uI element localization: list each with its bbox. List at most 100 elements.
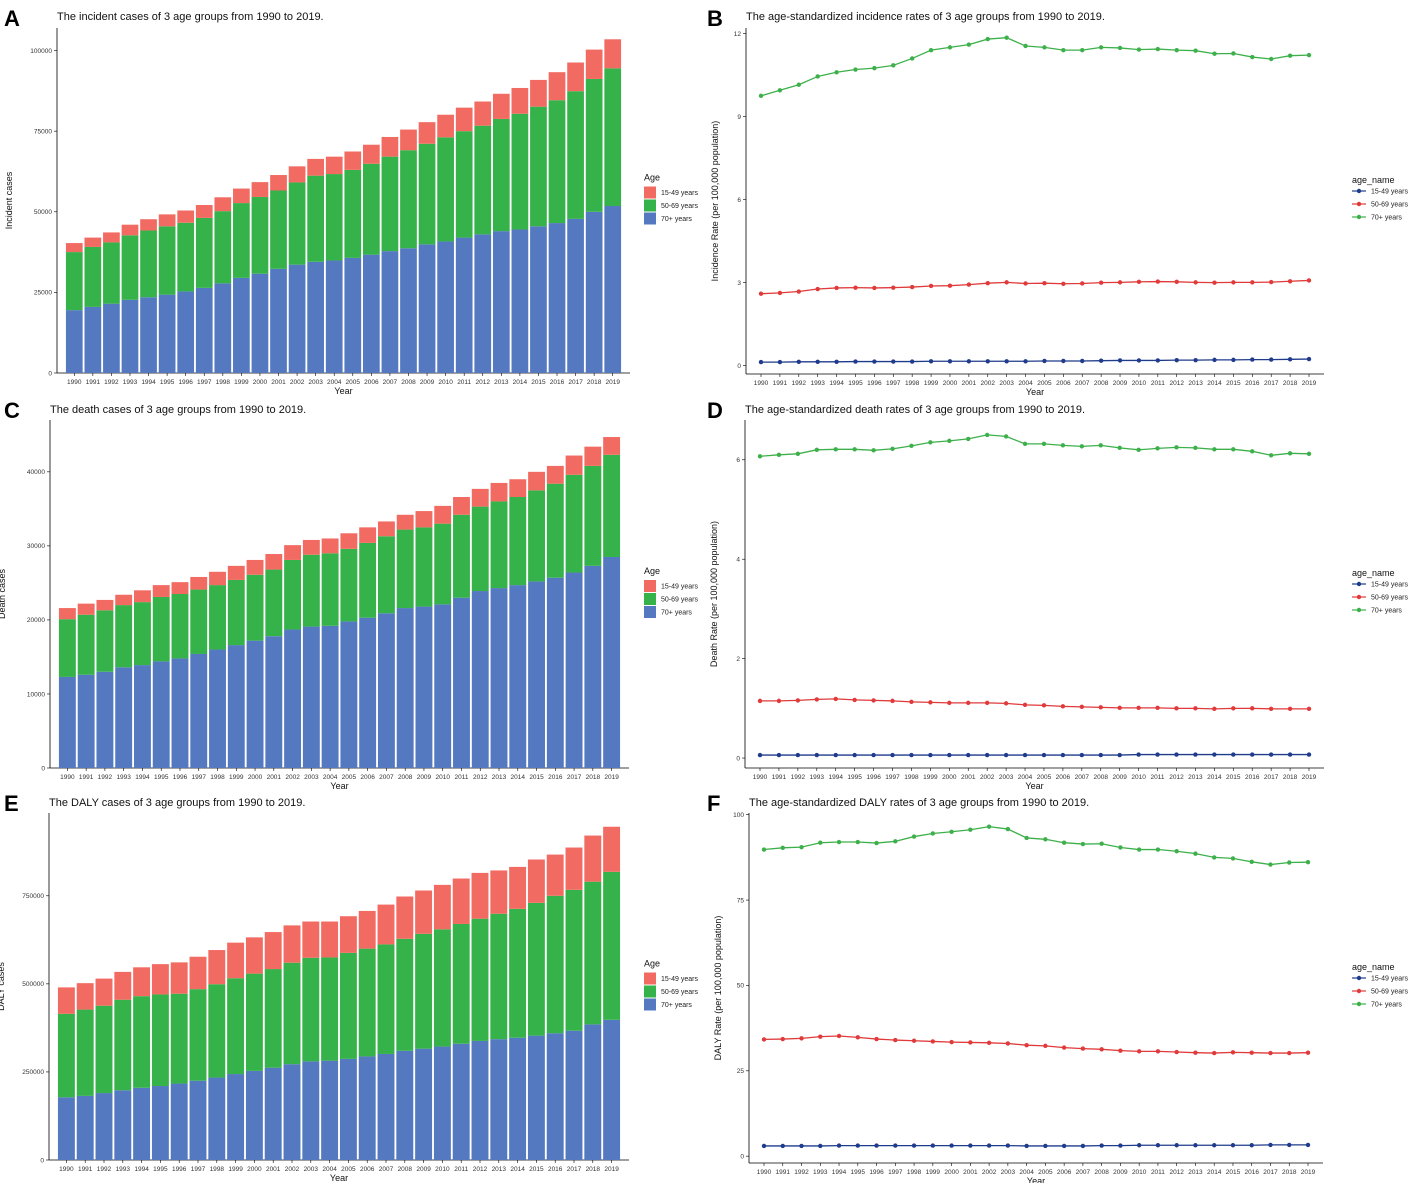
data-point xyxy=(834,753,838,757)
x-tick-label: 2002 xyxy=(290,379,305,386)
data-point xyxy=(1062,1045,1066,1049)
data-point xyxy=(837,1034,841,1038)
x-tick-label: 2010 xyxy=(438,379,453,386)
data-point xyxy=(949,1143,953,1147)
x-tick-label: 2019 xyxy=(1302,380,1317,387)
bar-15-49-years xyxy=(586,50,603,79)
data-point xyxy=(778,360,782,364)
bar-15-49-years xyxy=(289,166,306,182)
bar-70-years xyxy=(566,573,583,768)
bar-50-69-years xyxy=(547,896,564,1033)
data-point xyxy=(1156,358,1160,362)
data-point xyxy=(1212,707,1216,711)
panel-letter: C xyxy=(4,398,20,423)
data-point xyxy=(778,88,782,92)
series-line xyxy=(764,827,1308,865)
legend-marker xyxy=(1357,189,1361,193)
bar-50-69-years xyxy=(172,594,189,658)
data-point xyxy=(1004,359,1008,363)
bar-50-69-years xyxy=(416,527,433,606)
legend-label: 15-49 years xyxy=(661,976,698,983)
x-tick-label: 1991 xyxy=(78,1166,93,1173)
panel-letter: B xyxy=(707,6,723,31)
x-tick-label: 1994 xyxy=(134,1166,149,1173)
data-point xyxy=(1193,706,1197,710)
legend-title: Age xyxy=(644,959,660,969)
bar-50-69-years xyxy=(472,507,489,591)
x-tick-label: 2009 xyxy=(1112,774,1127,781)
x-tick-label: 1996 xyxy=(178,379,193,386)
bar-15-49-years xyxy=(378,905,395,945)
bar-50-69-years xyxy=(153,597,170,661)
data-point xyxy=(778,291,782,295)
legend-marker xyxy=(1357,595,1361,599)
bar-70-years xyxy=(547,578,564,768)
bar-70-years xyxy=(340,1059,357,1160)
bar-70-years xyxy=(96,1093,113,1160)
bar-70-years xyxy=(528,581,545,768)
x-tick-label: 2019 xyxy=(1301,1169,1316,1176)
bar-50-69-years xyxy=(567,91,584,219)
x-tick-label: 1991 xyxy=(773,380,788,387)
chart-title: The age-standardized DALY rates of 3 age… xyxy=(749,797,1089,809)
y-tick-label: 75000 xyxy=(34,128,52,135)
data-point xyxy=(890,699,894,703)
x-tick-label: 2006 xyxy=(1057,1169,1072,1176)
bar-15-49-years xyxy=(152,964,169,994)
data-point xyxy=(1193,1051,1197,1055)
bar-15-49-years xyxy=(208,950,225,984)
bar-70-years xyxy=(344,258,361,373)
data-point xyxy=(1136,448,1140,452)
legend-label: 50-69 years xyxy=(1371,989,1408,996)
data-point xyxy=(912,834,916,838)
bar-50-69-years xyxy=(122,235,139,299)
legend-swatch xyxy=(644,213,656,225)
x-tick-label: 2005 xyxy=(1038,1169,1053,1176)
bar-50-69-years xyxy=(190,590,207,654)
data-point xyxy=(1307,278,1311,282)
x-tick-label: 2017 xyxy=(1264,380,1279,387)
data-point xyxy=(1023,753,1027,757)
legend-marker xyxy=(1357,989,1361,993)
x-tick-label: 2011 xyxy=(454,1166,468,1173)
bar-50-69-years xyxy=(474,126,491,235)
y-tick-label: 25 xyxy=(737,1068,745,1075)
bar-50-69-years xyxy=(603,872,620,1020)
x-tick-label: 1991 xyxy=(772,774,787,781)
bar-50-69-years xyxy=(103,242,120,303)
x-tick-label: 2009 xyxy=(416,1166,431,1173)
bar-15-49-years xyxy=(66,243,83,252)
bar-70-years xyxy=(549,223,566,373)
x-tick-label: 2015 xyxy=(529,1166,544,1173)
bar-15-49-years xyxy=(528,472,545,491)
bar-15-49-years xyxy=(233,189,250,204)
bar-15-49-years xyxy=(265,554,282,570)
bar-15-49-years xyxy=(246,937,263,973)
data-point xyxy=(874,1037,878,1041)
x-tick-label: 2001 xyxy=(963,1169,978,1176)
bar-50-69-years xyxy=(321,957,338,1060)
data-point xyxy=(912,1143,916,1147)
bar-15-49-years xyxy=(567,63,584,92)
bar-50-69-years xyxy=(359,543,376,618)
data-point xyxy=(796,698,800,702)
data-point xyxy=(799,1144,803,1148)
data-point xyxy=(986,281,990,285)
x-tick-label: 2007 xyxy=(379,1166,394,1173)
x-tick-label: 2010 xyxy=(435,1166,450,1173)
data-point xyxy=(987,1041,991,1045)
bar-15-49-years xyxy=(247,560,264,575)
x-tick-label: 1999 xyxy=(228,1166,243,1173)
data-point xyxy=(758,454,762,458)
data-point xyxy=(1287,860,1291,864)
chart-title: The age-standardized death rates of 3 ag… xyxy=(745,404,1085,416)
data-point xyxy=(1099,443,1103,447)
data-point xyxy=(1081,1046,1085,1050)
data-point xyxy=(1136,752,1140,756)
data-point xyxy=(1023,703,1027,707)
y-tick-label: 0 xyxy=(736,755,740,762)
data-point xyxy=(1156,47,1160,51)
data-point xyxy=(1288,707,1292,711)
bar-70-years xyxy=(59,677,76,768)
data-point xyxy=(1118,1048,1122,1052)
